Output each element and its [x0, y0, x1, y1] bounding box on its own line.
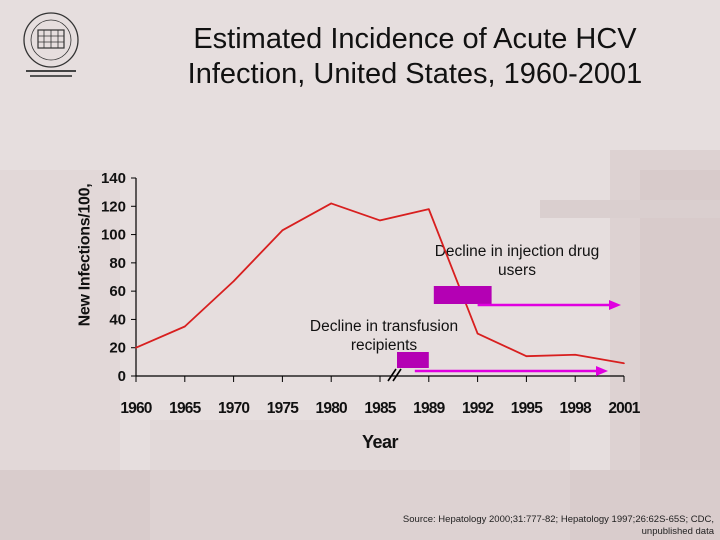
x-tick-label: 1975 — [267, 400, 299, 417]
data-point — [281, 229, 284, 232]
annotation-transfusion-recipients: Decline in transfusion recipients — [309, 318, 459, 354]
decline-arrowhead — [596, 366, 608, 376]
y-tick-label: 60 — [109, 283, 126, 300]
data-point — [330, 202, 333, 205]
x-tick-label: 1985 — [364, 400, 396, 417]
data-point — [574, 353, 576, 356]
x-tick-label: 2001 — [608, 400, 640, 417]
x-tick-label: 1989 — [413, 400, 445, 417]
decline-bar — [397, 352, 429, 368]
axis-break-mark — [392, 368, 402, 382]
decline-arrowhead — [609, 300, 621, 310]
x-axis-label: Year — [361, 432, 399, 452]
decline-bar — [433, 286, 492, 304]
x-tick-label: 1992 — [462, 400, 493, 417]
data-point — [184, 325, 186, 328]
y-tick-label: 100 — [101, 227, 126, 244]
x-tick-label: 1998 — [560, 400, 592, 417]
y-tick-label: 120 — [101, 198, 126, 215]
x-tick-label: 1965 — [169, 400, 201, 417]
chart-title: Estimated Incidence of Acute HCV Infecti… — [187, 23, 643, 90]
y-tick-label: 140 — [101, 170, 126, 187]
y-tick-label: 0 — [118, 368, 126, 385]
data-point — [623, 362, 625, 365]
data-point — [476, 332, 479, 335]
x-tick-label: 1960 — [120, 400, 151, 417]
institute-seal-logo — [23, 12, 79, 77]
x-tick-label: 1970 — [218, 400, 249, 417]
data-point — [135, 346, 137, 349]
data-point — [232, 280, 235, 283]
x-tick-label: 1995 — [511, 400, 543, 417]
y-tick-label: 80 — [109, 255, 126, 272]
series-line — [135, 202, 625, 365]
y-tick-label: 40 — [109, 311, 126, 328]
y-tick-label: 20 — [109, 340, 126, 357]
x-tick-label: 1980 — [316, 400, 347, 417]
axis-break-mark — [387, 368, 397, 382]
data-point — [428, 208, 430, 210]
data-point — [525, 355, 528, 358]
source-note: Source: Hepatology 2000;31:777-82; Hepat… — [402, 514, 714, 537]
data-point — [379, 219, 381, 222]
